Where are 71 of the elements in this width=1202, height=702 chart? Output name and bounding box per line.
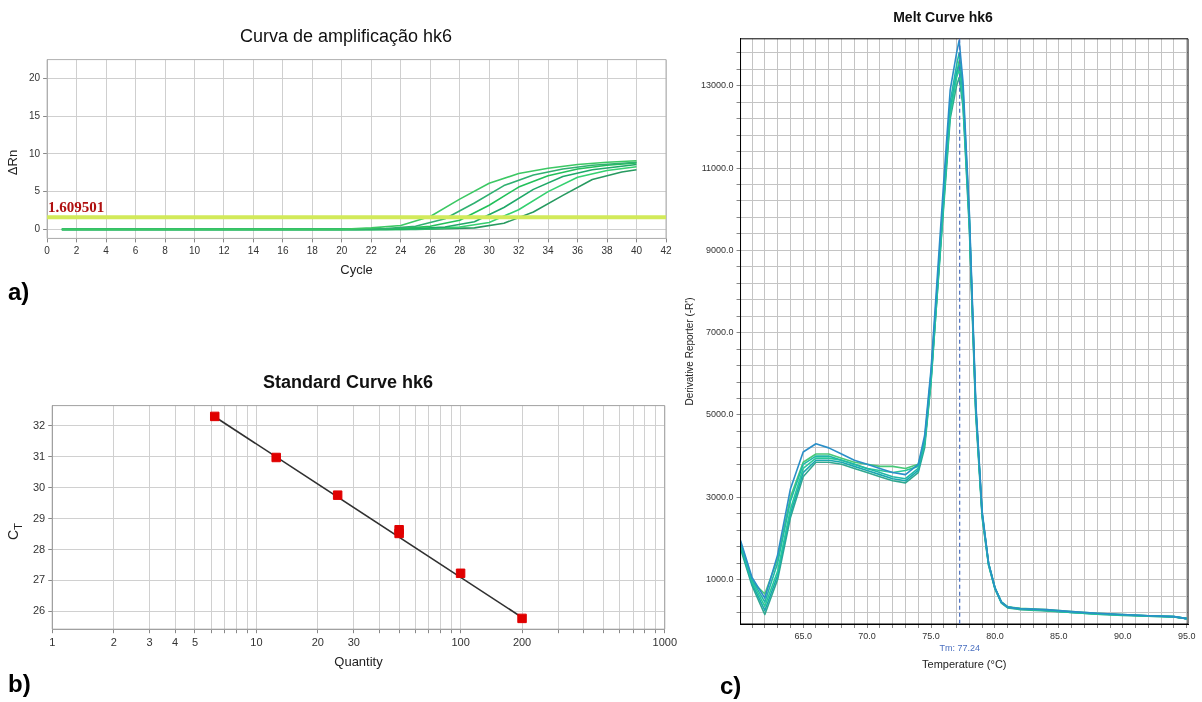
chart-title: Melt Curve hk6 xyxy=(893,9,993,26)
x-tick-label: 3 xyxy=(146,635,153,648)
x-tick-label: 85.0 xyxy=(1050,630,1068,641)
x-tick-label: 20 xyxy=(336,245,348,257)
x-tick-label: 80.0 xyxy=(986,630,1004,641)
x-tick-label: 200 xyxy=(512,635,532,648)
x-tick-label: 90.0 xyxy=(1114,630,1132,641)
y-tick-label: 28 xyxy=(32,542,46,555)
x-tick-label: 26 xyxy=(424,245,437,257)
y-axis-title: ΔRn xyxy=(5,149,21,175)
y-tick-label: 9000.0 xyxy=(706,244,734,255)
x-tick-label: 100 xyxy=(451,635,470,648)
y-tick-label: 3000.0 xyxy=(706,491,734,502)
y-tick-label: 29 xyxy=(32,511,46,524)
x-tick-label: 70.0 xyxy=(858,630,876,641)
y-tick-label: 27 xyxy=(32,573,46,586)
x-tick-label: 30 xyxy=(483,245,496,257)
x-tick-label: 65.0 xyxy=(794,630,812,641)
y-axis-title: Derivative Reporter (-R') xyxy=(683,296,695,406)
y-tick-label: 0 xyxy=(34,223,41,235)
x-axis-title: Cycle xyxy=(340,261,373,277)
x-tick-label: 14 xyxy=(247,245,260,257)
ref-line-label: 1.609501 xyxy=(48,198,105,215)
y-tick-label: 7000.0 xyxy=(706,327,734,338)
y-tick-label: 1000.0 xyxy=(706,574,734,585)
x-tick-label: 24 xyxy=(395,245,407,257)
y-tick-label: 32 xyxy=(32,419,46,432)
x-tick-label: 75.0 xyxy=(922,630,940,641)
x-tick-label: 95.0 xyxy=(1177,630,1196,641)
x-tick-label: 8 xyxy=(162,245,169,257)
y-tick-label: 5000.0 xyxy=(706,409,734,420)
x-tick-label: 10 xyxy=(188,245,201,257)
x-tick-label: 4 xyxy=(103,245,110,257)
x-tick-label: 5 xyxy=(191,635,199,648)
x-tick-label: 10 xyxy=(250,635,263,648)
y-tick-label: 10 xyxy=(29,147,41,159)
x-axis-title: Quantity xyxy=(334,653,384,669)
x-tick-label: 18 xyxy=(306,245,319,257)
text: c) xyxy=(720,672,742,700)
x-tick-label: 2 xyxy=(110,635,117,648)
y-tick-label: 31 xyxy=(32,449,46,462)
text: b) xyxy=(8,670,31,698)
x-tick-label: 28 xyxy=(454,245,466,257)
ref-line-label: Tm: 77.24 xyxy=(939,642,980,653)
y-tick-label: 5 xyxy=(34,185,41,197)
y-tick-label: 30 xyxy=(32,480,46,493)
x-tick-label: 40 xyxy=(630,245,643,257)
x-tick-label: 1 xyxy=(49,635,56,648)
x-tick-label: 4 xyxy=(172,635,179,648)
x-tick-label: 34 xyxy=(542,245,555,257)
text: a) xyxy=(8,278,30,306)
y-tick-label: 15 xyxy=(29,109,41,121)
x-tick-label: 1000 xyxy=(652,635,678,648)
y-tick-label: 20 xyxy=(29,72,41,84)
chart-title: Curva de amplificação hk6 xyxy=(239,25,453,46)
x-tick-label: 22 xyxy=(365,245,378,257)
y-tick-label: 26 xyxy=(32,604,46,617)
x-tick-label: 42 xyxy=(660,245,672,257)
x-tick-label: 20 xyxy=(311,635,324,648)
y-tick-label: 13000.0 xyxy=(700,80,734,91)
chart-title: Standard Curve hk6 xyxy=(262,371,434,392)
x-tick-label: 32 xyxy=(513,245,525,257)
x-tick-label: 2 xyxy=(73,245,80,257)
x-tick-label: 36 xyxy=(572,245,584,257)
x-tick-label: 38 xyxy=(601,245,614,257)
x-axis-title: Temperature (°C) xyxy=(922,658,1007,671)
y-tick-label: 11000.0 xyxy=(701,162,734,173)
x-tick-label: 16 xyxy=(277,245,289,257)
x-tick-label: 30 xyxy=(347,635,360,648)
x-tick-label: 12 xyxy=(218,245,230,257)
x-tick-label: 6 xyxy=(132,245,139,257)
